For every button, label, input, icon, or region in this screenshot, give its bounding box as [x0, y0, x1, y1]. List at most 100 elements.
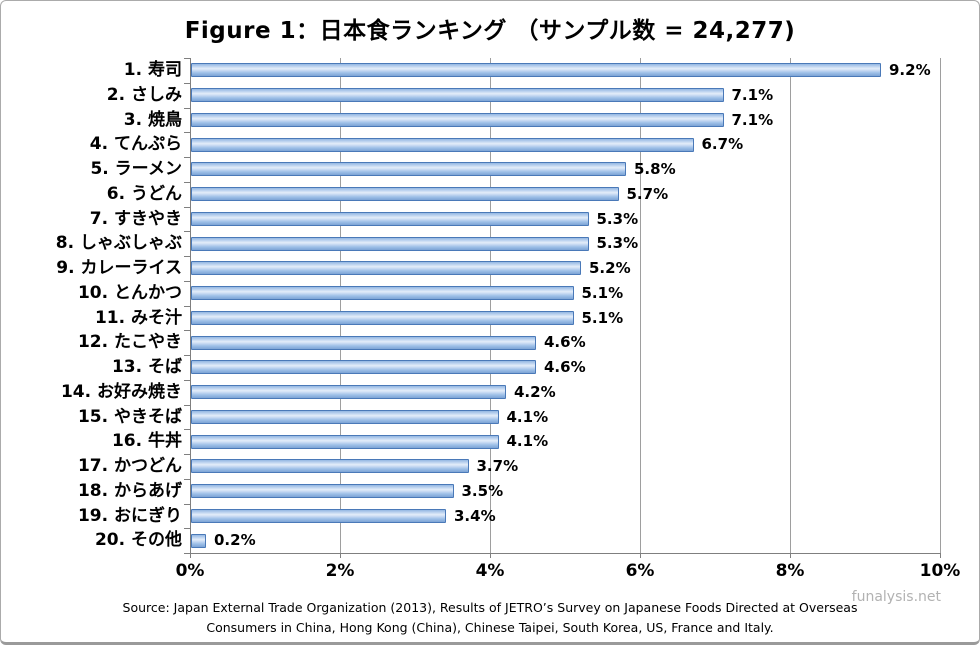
y-axis-tick	[184, 256, 190, 257]
watermark: funalysis.net	[851, 589, 941, 605]
bar	[191, 162, 626, 177]
value-label: 4.1%	[506, 407, 549, 426]
value-label: 5.1%	[581, 283, 624, 302]
category-label: 10. とんかつ	[77, 282, 182, 303]
category-label: 8. しゃぶしゃぶ	[55, 233, 182, 254]
bar	[191, 286, 574, 301]
category-label: 12. たこやき	[77, 332, 182, 353]
y-axis-tick	[184, 181, 190, 183]
source-line-2: Consumers in China, Hong Kong (China), C…	[206, 620, 774, 635]
x-tick-label: 0%	[175, 561, 205, 581]
x-tick-label: 4%	[475, 561, 505, 581]
gridline	[340, 58, 341, 553]
y-axis-tick	[184, 330, 190, 332]
bar	[191, 310, 574, 325]
y-axis-tick	[184, 429, 190, 431]
y-axis-line	[190, 58, 191, 553]
y-axis-tick	[184, 58, 190, 59]
bar	[191, 187, 619, 202]
value-label: 4.1%	[506, 432, 549, 451]
x-axis-tick	[940, 553, 941, 558]
gridline	[940, 58, 941, 553]
value-label: 0.2%	[214, 531, 256, 550]
category-label: 19. おにぎり	[77, 505, 182, 526]
category-label: 16. 牛丼	[111, 431, 182, 452]
x-tick-label: 8%	[775, 561, 805, 581]
y-axis-tick	[184, 355, 190, 356]
y-axis-tick	[184, 231, 190, 233]
value-label: 5.2%	[589, 259, 631, 277]
value-label: 5.1%	[581, 308, 624, 327]
bar	[191, 434, 499, 449]
bar	[191, 335, 536, 350]
bar	[191, 211, 589, 226]
value-label: 3.7%	[476, 457, 519, 475]
y-axis-tick	[184, 379, 190, 381]
category-label: 1. 寿司	[123, 60, 182, 80]
y-axis-tick	[184, 553, 190, 554]
y-axis-tick	[184, 528, 190, 530]
x-axis-tick	[490, 553, 491, 558]
gridline	[490, 58, 491, 553]
category-label: 7. すきやき	[89, 208, 182, 229]
gridline	[790, 58, 791, 553]
value-label: 7.1%	[731, 110, 774, 129]
bar	[191, 484, 454, 499]
x-tick-label: 6%	[625, 561, 655, 581]
value-label: 4.6%	[544, 333, 586, 352]
value-label: 5.8%	[634, 160, 676, 178]
value-label: 4.6%	[544, 358, 586, 376]
category-label: 3. 焼鳥	[123, 109, 182, 130]
bar	[191, 137, 694, 152]
bar	[191, 236, 589, 251]
y-axis-tick	[184, 206, 190, 208]
bar	[191, 409, 499, 424]
value-label: 6.7%	[701, 135, 744, 154]
bar	[191, 508, 446, 523]
x-tick-label: 10%	[919, 561, 961, 581]
y-axis-tick	[184, 503, 190, 505]
x-axis-line	[185, 553, 940, 554]
category-label: 5. ラーメン	[90, 159, 182, 179]
y-axis-tick	[184, 82, 190, 84]
y-axis-tick	[184, 157, 190, 158]
x-axis-tick	[190, 553, 191, 558]
category-label: 17. かつどん	[77, 456, 182, 476]
y-axis-tick	[184, 478, 190, 480]
y-axis-tick	[184, 107, 190, 109]
source-line-1: Source: Japan External Trade Organizatio…	[122, 600, 858, 615]
x-axis-tick	[790, 553, 791, 558]
y-axis-tick	[184, 132, 190, 134]
value-label: 5.7%	[626, 184, 669, 203]
bar	[191, 261, 581, 276]
value-label: 7.1%	[731, 85, 774, 104]
category-label: 20. その他	[94, 530, 182, 551]
bar	[191, 112, 724, 127]
category-label: 15. やきそば	[77, 406, 182, 427]
bar	[191, 385, 506, 400]
category-label: 11. みそ汁	[94, 307, 182, 328]
category-label: 9. カレーライス	[56, 258, 182, 278]
x-tick-label: 2%	[325, 561, 355, 581]
y-axis-tick	[184, 305, 190, 307]
bar	[191, 533, 206, 548]
bar	[191, 459, 469, 474]
gridline	[640, 58, 641, 553]
bar	[191, 360, 536, 375]
chart-title: Figure 1：日本食ランキング （サンプル数 = 24,277)	[184, 18, 796, 44]
category-label: 6. うどん	[106, 183, 182, 204]
y-axis-tick	[184, 280, 190, 282]
source-note: Source: Japan External Trade Organizatio…	[1, 598, 979, 638]
y-axis-tick	[184, 454, 190, 455]
bar	[191, 88, 724, 103]
x-axis-tick	[340, 553, 341, 558]
value-label: 9.2%	[889, 61, 931, 79]
bar	[191, 63, 881, 78]
y-axis-tick	[184, 404, 190, 406]
category-label: 13. そば	[111, 357, 182, 377]
x-axis-tick	[640, 553, 641, 558]
value-label: 5.3%	[596, 209, 639, 228]
category-label: 18. からあげ	[77, 480, 182, 501]
value-label: 5.3%	[596, 234, 639, 253]
